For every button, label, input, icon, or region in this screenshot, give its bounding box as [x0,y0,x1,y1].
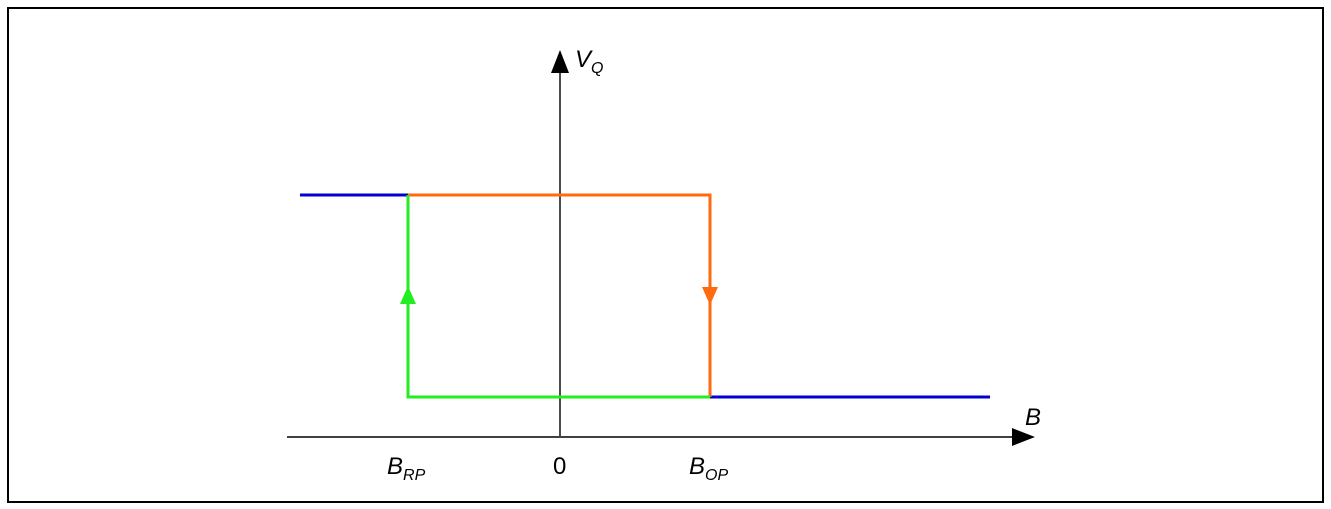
falling-direction-arrow [702,287,718,305]
b-op-label: BOP [689,453,728,484]
rising-direction-arrow [400,286,416,304]
rising-transition-path [406,195,710,399]
figure-border [7,7,1324,503]
b-rp-label: BRP [387,453,426,484]
origin-label: 0 [553,453,566,480]
x-axis-label: B [1025,404,1041,431]
x-axis-arrowhead [1012,428,1035,446]
falling-transition-path [408,193,712,397]
y-axis-arrowhead [551,50,569,73]
y-axis-label: VQ [575,46,603,77]
